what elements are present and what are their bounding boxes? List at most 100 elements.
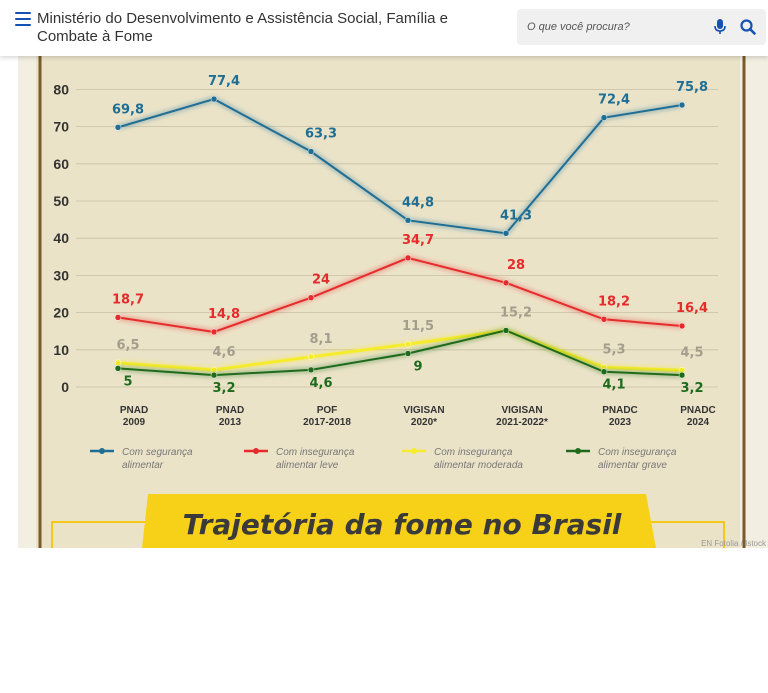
data-label-grave: 4,6 <box>309 376 332 391</box>
data-point-grave <box>404 350 412 357</box>
data-point-seguranca <box>114 124 122 131</box>
data-label-moderada: 8,1 <box>309 332 332 347</box>
data-point-seguranca <box>404 217 412 224</box>
category-label: POF <box>317 405 338 416</box>
data-label-leve: 18,2 <box>598 294 630 309</box>
data-point-grave <box>307 366 315 374</box>
data-label-leve: 16,4 <box>676 301 708 316</box>
data-label-seguranca: 72,4 <box>598 93 630 108</box>
data-label-grave: 3,2 <box>212 381 235 396</box>
y-tick-label: 10 <box>53 342 69 358</box>
data-label-grave: 3,2 <box>680 381 703 396</box>
hamburger-menu-icon[interactable] <box>15 12 31 26</box>
y-tick-label: 40 <box>53 230 69 246</box>
legend-dot-leve <box>253 448 259 454</box>
legend-label-moderada: Com insegurança <box>434 447 513 458</box>
data-point-seguranca <box>502 230 510 237</box>
category-label: 2021-2022* <box>496 417 548 428</box>
category-label: PNAD <box>120 405 148 416</box>
category-label: PNADC <box>680 405 716 416</box>
data-label-seguranca: 44,8 <box>402 195 434 210</box>
site-title[interactable]: Ministério do Desenvolvimento e Assistên… <box>37 10 449 45</box>
data-label-moderada: 6,5 <box>116 338 139 353</box>
data-point-seguranca <box>307 148 315 155</box>
legend-dot-grave <box>575 448 581 454</box>
category-label: 2020* <box>411 417 437 428</box>
data-point-seguranca <box>210 95 218 103</box>
data-point-leve <box>502 279 510 287</box>
data-label-seguranca: 69,8 <box>112 102 144 117</box>
legend-label-leve: Com insegurança <box>276 447 355 458</box>
data-point-leve <box>600 316 608 323</box>
y-tick-label: 0 <box>61 379 69 395</box>
photo-credit: EN Fotolia / Istock <box>701 539 767 548</box>
legend-dot-moderada <box>411 448 417 454</box>
y-tick-label: 50 <box>53 193 69 209</box>
category-label: 2013 <box>219 417 242 428</box>
data-label-leve: 24 <box>312 273 330 288</box>
food-security-line-chart: 0 10 20 30 40 50 60 70 80 6,5 4,6 8,1 11,5 15,2 5,3 4,… <box>18 56 768 548</box>
search-bar <box>517 9 766 45</box>
category-label: VIGISAN <box>403 405 444 416</box>
legend-label-seguranca: alimentar <box>122 460 164 471</box>
legend-label-grave: alimentar grave <box>598 460 667 471</box>
data-label-moderada: 4,6 <box>212 345 235 360</box>
data-label-moderada: 15,2 <box>500 305 532 320</box>
banner-title: Trajetória da fome no Brasil <box>183 508 622 541</box>
y-tick-label: 70 <box>53 119 69 135</box>
y-tick-label: 20 <box>53 305 69 321</box>
data-point-leve <box>114 314 122 321</box>
left-rice-border <box>18 56 36 548</box>
search-input[interactable] <box>527 17 707 37</box>
category-label: 2024 <box>687 417 710 428</box>
legend-label-leve: alimentar leve <box>276 460 339 471</box>
paper-panel <box>36 56 740 548</box>
legend-label-seguranca: Com segurança <box>122 447 193 458</box>
legend-label-moderada: alimentar moderada <box>434 460 523 471</box>
data-label-moderada: 11,5 <box>402 319 434 334</box>
data-point-grave <box>210 371 218 379</box>
hunger-infographic: 0 10 20 30 40 50 60 70 80 6,5 4,6 8,1 11,5 15,2 5,3 4,… <box>18 56 768 548</box>
search-icon[interactable] <box>739 18 757 36</box>
y-tick-label: 60 <box>53 156 69 172</box>
data-point-grave <box>114 365 122 372</box>
microphone-icon[interactable] <box>713 19 727 35</box>
category-label: PNAD <box>216 405 244 416</box>
category-label: 2017-2018 <box>303 417 351 428</box>
category-label: 2023 <box>609 417 632 428</box>
data-label-seguranca: 41,3 <box>500 208 532 223</box>
data-point-leve <box>678 322 686 330</box>
y-tick-label: 80 <box>53 81 69 97</box>
data-label-grave: 9 <box>413 360 422 375</box>
data-point-leve <box>210 328 218 336</box>
title-banner <box>142 494 656 548</box>
data-label-grave: 4,1 <box>602 378 625 393</box>
data-label-leve: 28 <box>507 258 525 273</box>
category-label: PNADC <box>602 405 638 416</box>
data-label-seguranca: 75,8 <box>676 80 708 95</box>
data-point-grave <box>502 327 510 334</box>
data-label-leve: 18,7 <box>112 292 144 307</box>
legend-dot-seguranca <box>99 448 105 454</box>
data-label-seguranca: 63,3 <box>305 127 337 142</box>
data-label-leve: 14,8 <box>208 307 240 322</box>
data-point-grave <box>678 371 686 379</box>
data-point-moderada <box>404 340 412 348</box>
data-label-leve: 34,7 <box>402 233 434 248</box>
data-label-seguranca: 77,4 <box>208 74 240 89</box>
data-point-leve <box>404 254 412 262</box>
legend-label-grave: Com insegurança <box>598 447 677 458</box>
data-point-moderada <box>114 359 122 367</box>
data-point-moderada <box>307 353 315 361</box>
data-label-moderada: 4,5 <box>680 345 703 360</box>
data-point-leve <box>307 294 315 301</box>
site-header: Ministério do Desenvolvimento e Assistên… <box>0 0 768 56</box>
data-point-seguranca <box>678 101 686 109</box>
data-label-grave: 5 <box>123 374 132 389</box>
category-label: VIGISAN <box>501 405 542 416</box>
data-point-seguranca <box>600 114 608 121</box>
y-tick-label: 30 <box>53 267 69 283</box>
data-label-moderada: 5,3 <box>602 342 625 357</box>
data-point-grave <box>600 368 608 375</box>
category-label: 2009 <box>123 417 146 428</box>
